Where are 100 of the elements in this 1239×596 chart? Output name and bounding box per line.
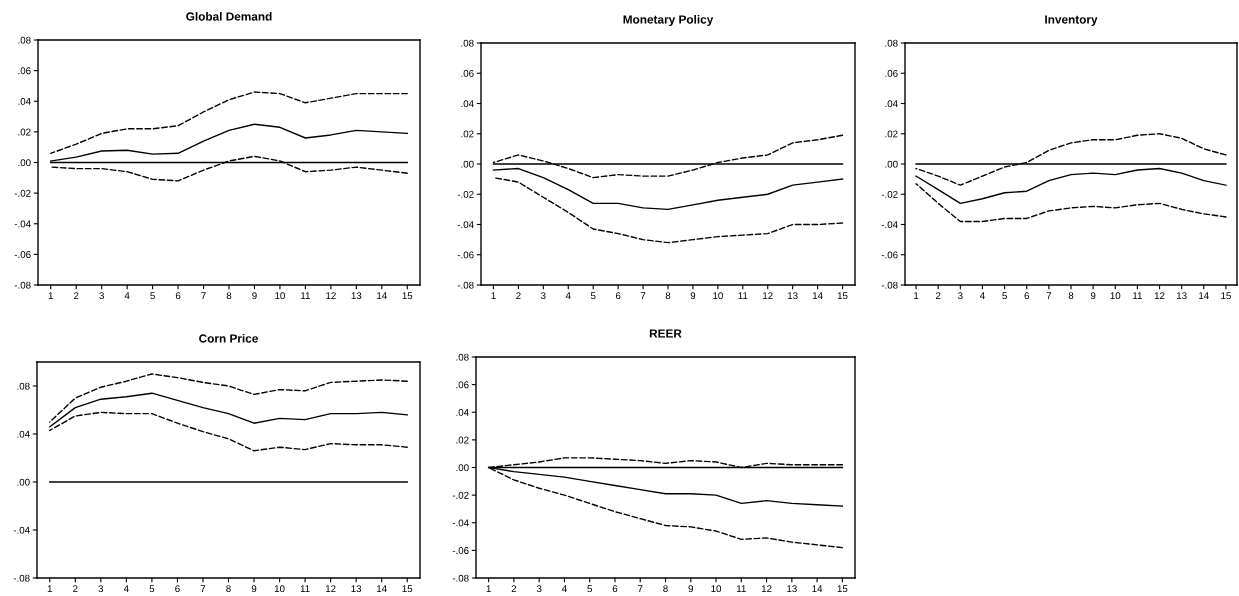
y-tick-label: .08 [885,39,898,47]
x-tick-label: 15 [402,585,413,593]
y-tick-label: -.08 [14,281,31,289]
x-tick-label: 1 [48,292,53,299]
y-tick-label: .08 [456,353,469,361]
x-tick-label: 3 [99,292,104,300]
x-tick-label: 14 [1199,292,1209,299]
y-tick-label: .04 [885,100,898,108]
y-tick-label: .02 [456,436,469,444]
y-tick-label: .06 [885,69,898,77]
x-tick-label: 4 [979,292,985,299]
x-tick-label: 15 [402,292,413,300]
x-tick-label: 5 [149,585,155,593]
x-tick-label: 9 [690,292,696,300]
y-tick-label: .04 [456,408,469,416]
x-tick-label: 5 [150,292,155,300]
x-tick-label: 12 [1154,292,1165,299]
x-tick-label: 3 [958,292,963,300]
x-tick-label: 8 [226,292,232,300]
y-tick-label: -.08 [13,574,30,582]
chart-title: Global Demand [186,12,272,21]
x-tick-label: 1 [914,292,919,299]
x-tick-label: 6 [175,292,181,300]
y-tick-label: -.04 [881,221,898,229]
y-tick-label: .00 [17,478,30,486]
x-tick-label: 12 [326,292,336,299]
y-tick-label: .04 [18,97,31,105]
chart-title: Monetary Policy [623,15,714,27]
x-tick-label: 9 [688,585,694,593]
y-tick-label: .02 [18,128,31,136]
x-tick-label: 13 [1177,292,1187,300]
x-tick-label: 4 [124,292,130,299]
x-tick-label: 2 [935,292,941,299]
x-tick-label: 11 [736,585,746,592]
x-tick-label: 15 [837,585,848,593]
y-tick-label: -.08 [452,574,469,582]
y-tick-label: -.04 [14,220,31,228]
y-tick-label: .08 [17,382,30,390]
x-tick-label: 6 [612,585,618,593]
x-tick-label: 12 [325,585,336,592]
y-tick-label: -.04 [452,519,469,527]
chart-title: Inventory [1045,15,1098,27]
x-tick-label: 12 [761,585,772,592]
y-tick-label: -.06 [14,251,31,258]
x-tick-label: 15 [1221,292,1231,300]
x-tick-label: 9 [1090,292,1096,300]
x-tick-label: 13 [351,585,362,593]
x-tick-label: 1 [47,585,52,592]
y-tick-label: -.06 [452,547,469,554]
y-tick-label: .06 [18,67,31,75]
y-tick-label: -.06 [457,251,474,259]
y-tick-label: -.08 [881,281,898,289]
x-tick-label: 6 [615,292,621,300]
y-tick-label: .00 [461,160,474,168]
y-tick-label: .00 [456,464,469,472]
x-tick-label: 11 [738,292,748,299]
y-tick-label: .08 [461,39,474,47]
y-tick-label: -.04 [457,221,474,229]
y-tick-label: -.06 [881,251,898,259]
x-tick-label: 10 [711,585,722,593]
x-tick-label: 5 [1002,292,1007,300]
y-tick-label: .06 [461,69,474,77]
x-tick-label: 14 [812,585,823,592]
x-tick-label: 8 [226,585,231,593]
x-tick-label: 1 [486,585,491,592]
x-tick-label: 13 [788,292,798,300]
x-tick-label: 2 [516,292,521,299]
x-tick-label: 3 [541,292,546,300]
x-tick-label: 14 [377,585,387,592]
x-tick-label: 10 [274,585,285,593]
x-tick-label: 9 [251,585,257,593]
x-tick-label: 7 [1046,292,1052,299]
chart-title: REER [649,329,682,338]
x-tick-label: 14 [377,292,387,299]
x-tick-label: 13 [351,292,362,300]
y-tick-label: .00 [18,159,31,167]
y-tick-label: -.02 [14,189,31,197]
x-tick-label: 14 [812,292,823,299]
y-tick-label: -.02 [457,190,474,198]
y-tick-label: .04 [17,430,30,438]
x-tick-label: 11 [300,585,310,592]
x-tick-label: 7 [638,585,643,592]
y-tick-label: -.08 [457,281,474,289]
x-tick-label: 8 [665,292,671,300]
x-tick-label: 6 [1024,292,1030,300]
y-tick-label: -.02 [452,491,469,499]
x-tick-label: 11 [1133,292,1142,299]
y-tick-label: .02 [461,130,474,138]
x-tick-label: 3 [98,585,104,593]
x-tick-label: 13 [787,585,797,593]
x-tick-label: 1 [491,292,496,299]
y-tick-label: -.02 [881,190,898,198]
x-tick-label: 5 [590,292,596,300]
x-tick-label: 6 [175,585,180,593]
x-tick-label: 10 [1110,292,1121,300]
y-tick-label: .02 [885,130,898,138]
x-tick-label: 2 [73,585,78,592]
x-tick-label: 3 [536,585,542,593]
x-tick-label: 10 [275,292,285,300]
y-tick-label: .06 [456,381,469,389]
